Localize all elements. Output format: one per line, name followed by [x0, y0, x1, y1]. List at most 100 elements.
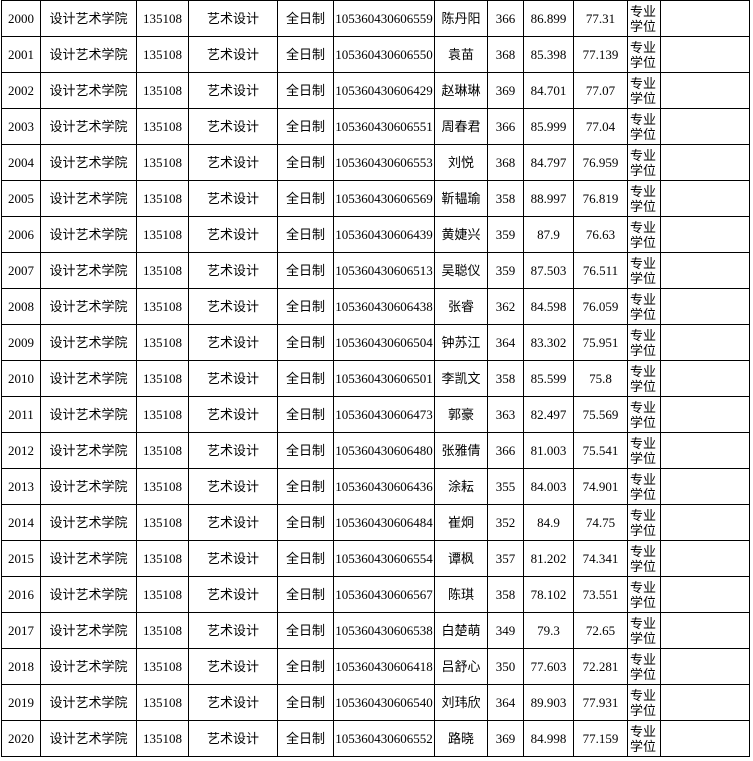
major-code: 135108	[136, 252, 189, 289]
table-row: 2019 设计艺术学院 135108 艺术设计 全日制 105360430606540 刘玮…	[1, 684, 750, 721]
student-name: 刘玮欣	[434, 684, 488, 721]
empty-cell	[660, 648, 750, 685]
major-code: 135108	[136, 684, 189, 721]
empty-cell	[660, 180, 750, 217]
interview-score: 79.3	[523, 612, 574, 649]
interview-score: 81.202	[523, 540, 574, 577]
empty-cell	[660, 720, 750, 757]
table-row: 2003 设计艺术学院 135108 艺术设计 全日制 105360430606551 周春…	[1, 108, 750, 145]
interview-score: 89.903	[523, 684, 574, 721]
total-score: 76.819	[573, 180, 628, 217]
study-mode: 全日制	[277, 720, 334, 757]
exam-id: 105360430606484	[333, 504, 435, 541]
table-row: 2001 设计艺术学院 135108 艺术设计 全日制 105360430606550 袁苗…	[1, 36, 750, 73]
major-name: 艺术设计	[188, 432, 278, 469]
row-number: 2019	[1, 684, 41, 721]
study-mode: 全日制	[277, 432, 334, 469]
degree-type: 专业学位	[627, 144, 661, 181]
interview-score: 85.398	[523, 36, 574, 73]
major-name: 艺术设计	[188, 540, 278, 577]
degree-type: 专业学位	[627, 360, 661, 397]
degree-type: 专业学位	[627, 72, 661, 109]
exam-id: 105360430606569	[333, 180, 435, 217]
empty-cell	[660, 576, 750, 613]
college: 设计艺术学院	[40, 180, 137, 217]
degree-type: 专业学位	[627, 108, 661, 145]
table-row: 2015 设计艺术学院 135108 艺术设计 全日制 105360430606554 谭枫…	[1, 540, 750, 577]
row-number: 2009	[1, 324, 41, 361]
degree-type: 专业学位	[627, 180, 661, 217]
study-mode: 全日制	[277, 144, 334, 181]
major-name: 艺术设计	[188, 0, 278, 37]
row-number: 2010	[1, 360, 41, 397]
degree-type: 专业学位	[627, 684, 661, 721]
initial-score: 349	[487, 612, 524, 649]
major-name: 艺术设计	[188, 288, 278, 325]
empty-cell	[660, 288, 750, 325]
major-name: 艺术设计	[188, 612, 278, 649]
degree-type: 专业学位	[627, 0, 661, 37]
major-code: 135108	[136, 144, 189, 181]
table-row: 2012 设计艺术学院 135108 艺术设计 全日制 105360430606480 张雅…	[1, 432, 750, 469]
initial-score: 362	[487, 288, 524, 325]
degree-type: 专业学位	[627, 324, 661, 361]
interview-score: 85.599	[523, 360, 574, 397]
college: 设计艺术学院	[40, 504, 137, 541]
row-number: 2011	[1, 396, 41, 433]
degree-type: 专业学位	[627, 432, 661, 469]
empty-cell	[660, 0, 750, 37]
major-code: 135108	[136, 288, 189, 325]
student-name: 谭枫	[434, 540, 488, 577]
table-row: 2004 设计艺术学院 135108 艺术设计 全日制 105360430606553 刘悦…	[1, 144, 750, 181]
degree-type: 专业学位	[627, 36, 661, 73]
degree-type: 专业学位	[627, 288, 661, 325]
interview-score: 81.003	[523, 432, 574, 469]
initial-score: 357	[487, 540, 524, 577]
study-mode: 全日制	[277, 216, 334, 253]
college: 设计艺术学院	[40, 144, 137, 181]
study-mode: 全日制	[277, 612, 334, 649]
college: 设计艺术学院	[40, 360, 137, 397]
exam-id: 105360430606513	[333, 252, 435, 289]
empty-cell	[660, 36, 750, 73]
student-name: 路晓	[434, 720, 488, 757]
major-code: 135108	[136, 180, 189, 217]
student-name: 崔炯	[434, 504, 488, 541]
college: 设计艺术学院	[40, 72, 137, 109]
study-mode: 全日制	[277, 468, 334, 505]
initial-score: 355	[487, 468, 524, 505]
initial-score: 369	[487, 720, 524, 757]
table-row: 2000 设计艺术学院 135108 艺术设计 全日制 105360430606559 陈丹…	[1, 0, 750, 37]
college: 设计艺术学院	[40, 288, 137, 325]
exam-id: 105360430606473	[333, 396, 435, 433]
student-name: 涂耘	[434, 468, 488, 505]
exam-id: 105360430606436	[333, 468, 435, 505]
college: 设计艺术学院	[40, 540, 137, 577]
study-mode: 全日制	[277, 324, 334, 361]
student-name: 黄婕兴	[434, 216, 488, 253]
major-code: 135108	[136, 36, 189, 73]
college: 设计艺术学院	[40, 324, 137, 361]
major-name: 艺术设计	[188, 468, 278, 505]
row-number: 2018	[1, 648, 41, 685]
student-name: 赵琳琳	[434, 72, 488, 109]
major-name: 艺术设计	[188, 576, 278, 613]
major-name: 艺术设计	[188, 720, 278, 757]
table-row: 2013 设计艺术学院 135108 艺术设计 全日制 105360430606436 涂耘…	[1, 468, 750, 505]
row-number: 2008	[1, 288, 41, 325]
college: 设计艺术学院	[40, 432, 137, 469]
study-mode: 全日制	[277, 648, 334, 685]
empty-cell	[660, 540, 750, 577]
major-code: 135108	[136, 216, 189, 253]
total-score: 75.569	[573, 396, 628, 433]
study-mode: 全日制	[277, 504, 334, 541]
interview-score: 84.998	[523, 720, 574, 757]
table-row: 2020 设计艺术学院 135108 艺术设计 全日制 105360430606552 路晓…	[1, 720, 750, 757]
table-row: 2018 设计艺术学院 135108 艺术设计 全日制 105360430606418 吕舒…	[1, 648, 750, 685]
study-mode: 全日制	[277, 0, 334, 37]
major-code: 135108	[136, 504, 189, 541]
row-number: 2016	[1, 576, 41, 613]
college: 设计艺术学院	[40, 612, 137, 649]
major-name: 艺术设计	[188, 252, 278, 289]
initial-score: 369	[487, 72, 524, 109]
